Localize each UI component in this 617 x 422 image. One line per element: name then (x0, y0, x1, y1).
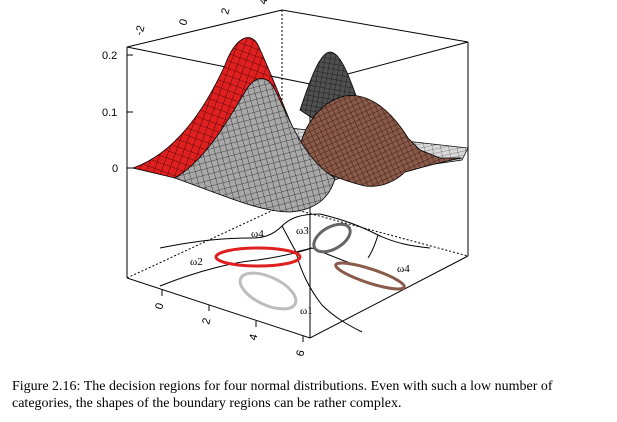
density-surfaces (131, 37, 469, 213)
z-tick-label: 0 (112, 163, 118, 175)
region-label-omega4-right: ω4 (397, 263, 410, 275)
back-x-tick-label: -2 (133, 24, 147, 37)
ellipse-omega2 (214, 246, 302, 268)
front-x-tick-label: 6 (294, 349, 307, 358)
z-tick-label: 0.1 (102, 107, 117, 119)
front-x-tick-label: 4 (247, 333, 260, 342)
class-ellipses (214, 222, 406, 311)
front-x-tick-label: 2 (200, 317, 213, 326)
ellipse-omega4 (334, 261, 406, 291)
figure-caption: Figure 2.16: The decision regions for fo… (12, 379, 553, 411)
surface-omega4 (297, 95, 463, 187)
back-x-tick-label: 4 (257, 0, 270, 6)
front-x-tick-label: 0 (153, 302, 166, 311)
decision-boundaries (159, 213, 431, 333)
region-label-omega1: ω1 (300, 305, 313, 317)
front-x-axis: 0 2 4 6 (153, 290, 307, 358)
z-axis: 0.2 0.1 0 (102, 50, 133, 175)
back-x-tick-label: 0 (177, 18, 190, 27)
region-label-omega3: ω3 (296, 225, 309, 237)
ellipse-omega3 (312, 222, 352, 254)
back-x-tick-label: 2 (219, 7, 232, 16)
figure-3d-plot: 0.2 0.1 0 -2 0 2 4 0 2 4 6 (102, 0, 469, 358)
region-label-omega2: ω2 (190, 256, 203, 268)
surface-omega1 (174, 78, 336, 213)
region-label-omega4: ω4 (251, 228, 264, 240)
back-x-axis: -2 0 2 4 (133, 0, 270, 37)
region-labels: ω4 ω3 ω2 ω4 ω1 (190, 225, 410, 317)
ellipse-omega1 (238, 271, 298, 311)
z-tick-label: 0.2 (102, 50, 117, 62)
